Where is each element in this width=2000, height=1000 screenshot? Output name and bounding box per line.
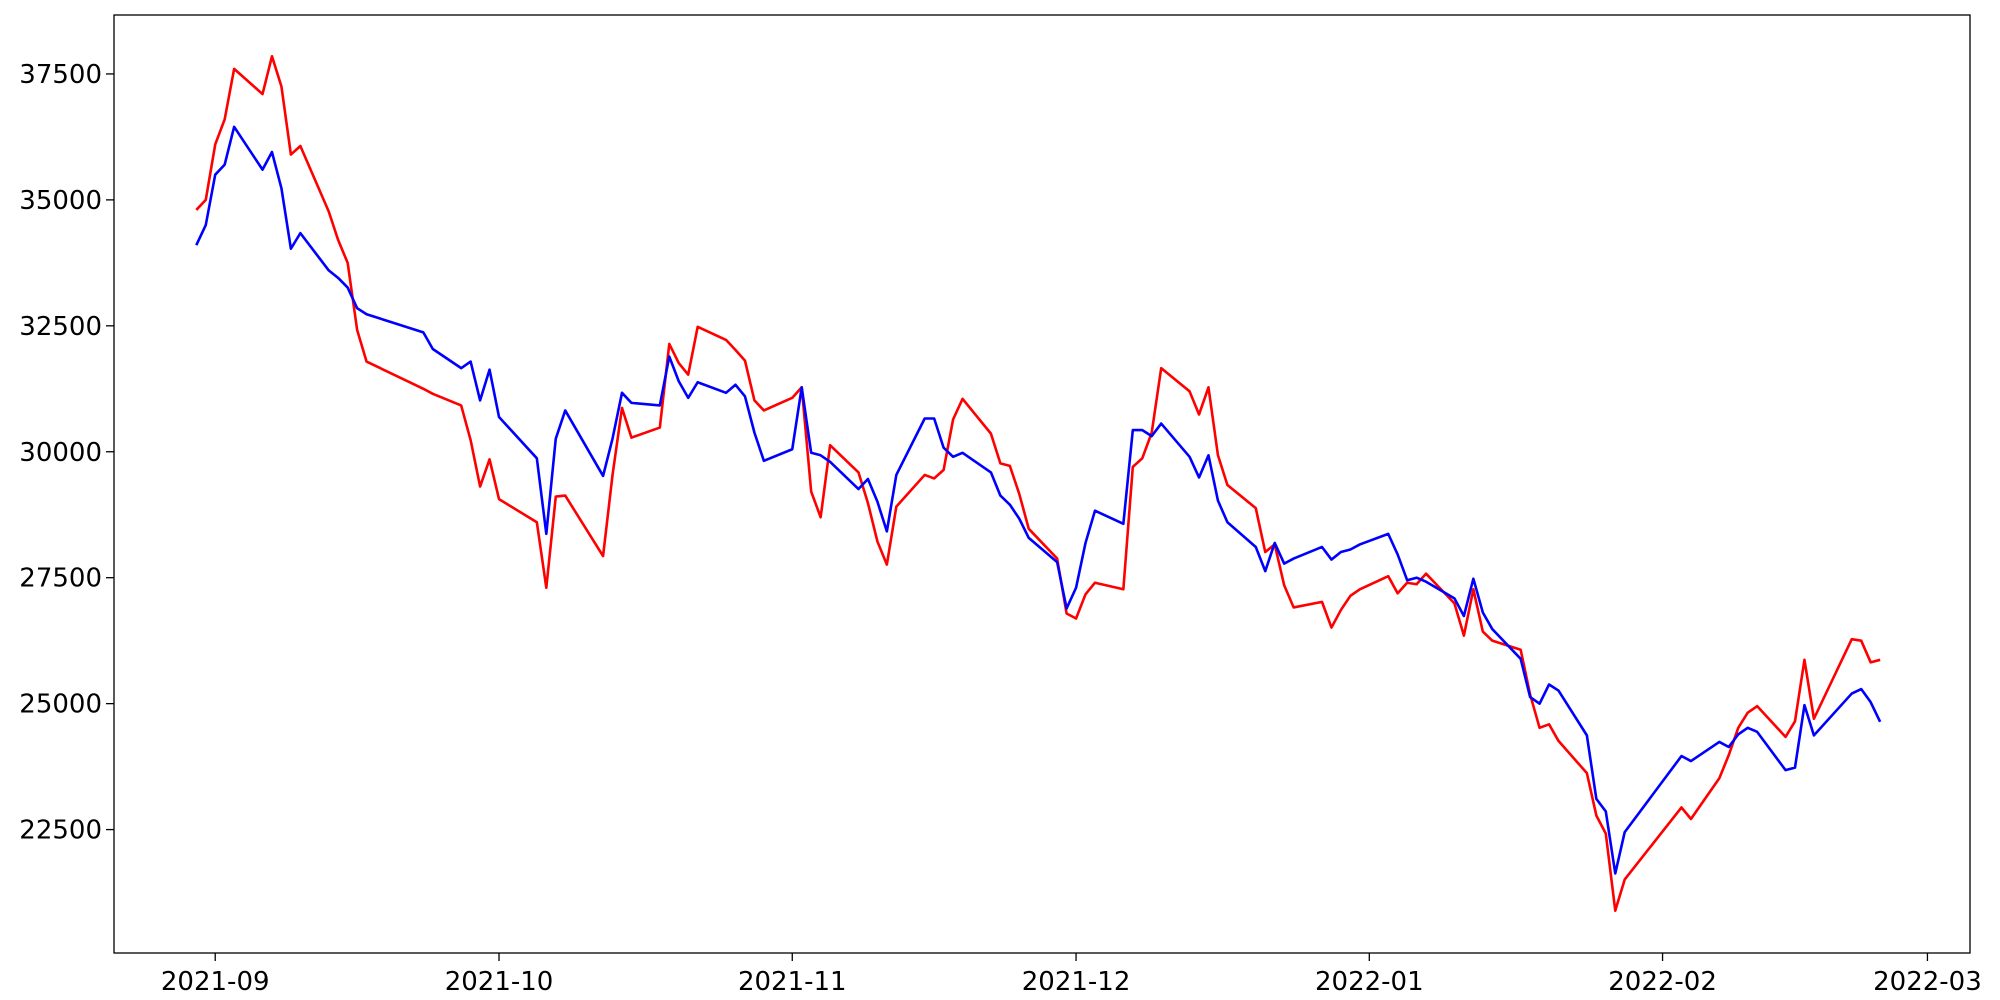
x-tick-label: 2022-01: [1315, 967, 1424, 997]
x-tick-label: 2021-09: [161, 967, 270, 997]
x-tick-label: 2021-10: [445, 967, 554, 997]
y-tick-label: 35000: [19, 186, 102, 216]
x-tick-label: 2021-11: [738, 967, 847, 997]
series-line: [195, 55, 1881, 912]
y-tick-label: 22500: [19, 816, 102, 846]
x-tick-label: 2022-03: [1873, 967, 1982, 997]
y-tick-label: 25000: [19, 690, 102, 720]
plot-frame: [113, 14, 1971, 954]
y-tick-label: 37500: [19, 60, 102, 90]
series-line: [195, 125, 1882, 875]
y-tick-label: 30000: [19, 438, 102, 468]
x-tick-label: 2022-02: [1608, 967, 1717, 997]
x-tick-label: 2021-12: [1022, 967, 1131, 997]
y-tick-label: 27500: [19, 564, 102, 594]
y-tick-label: 32500: [19, 312, 102, 342]
